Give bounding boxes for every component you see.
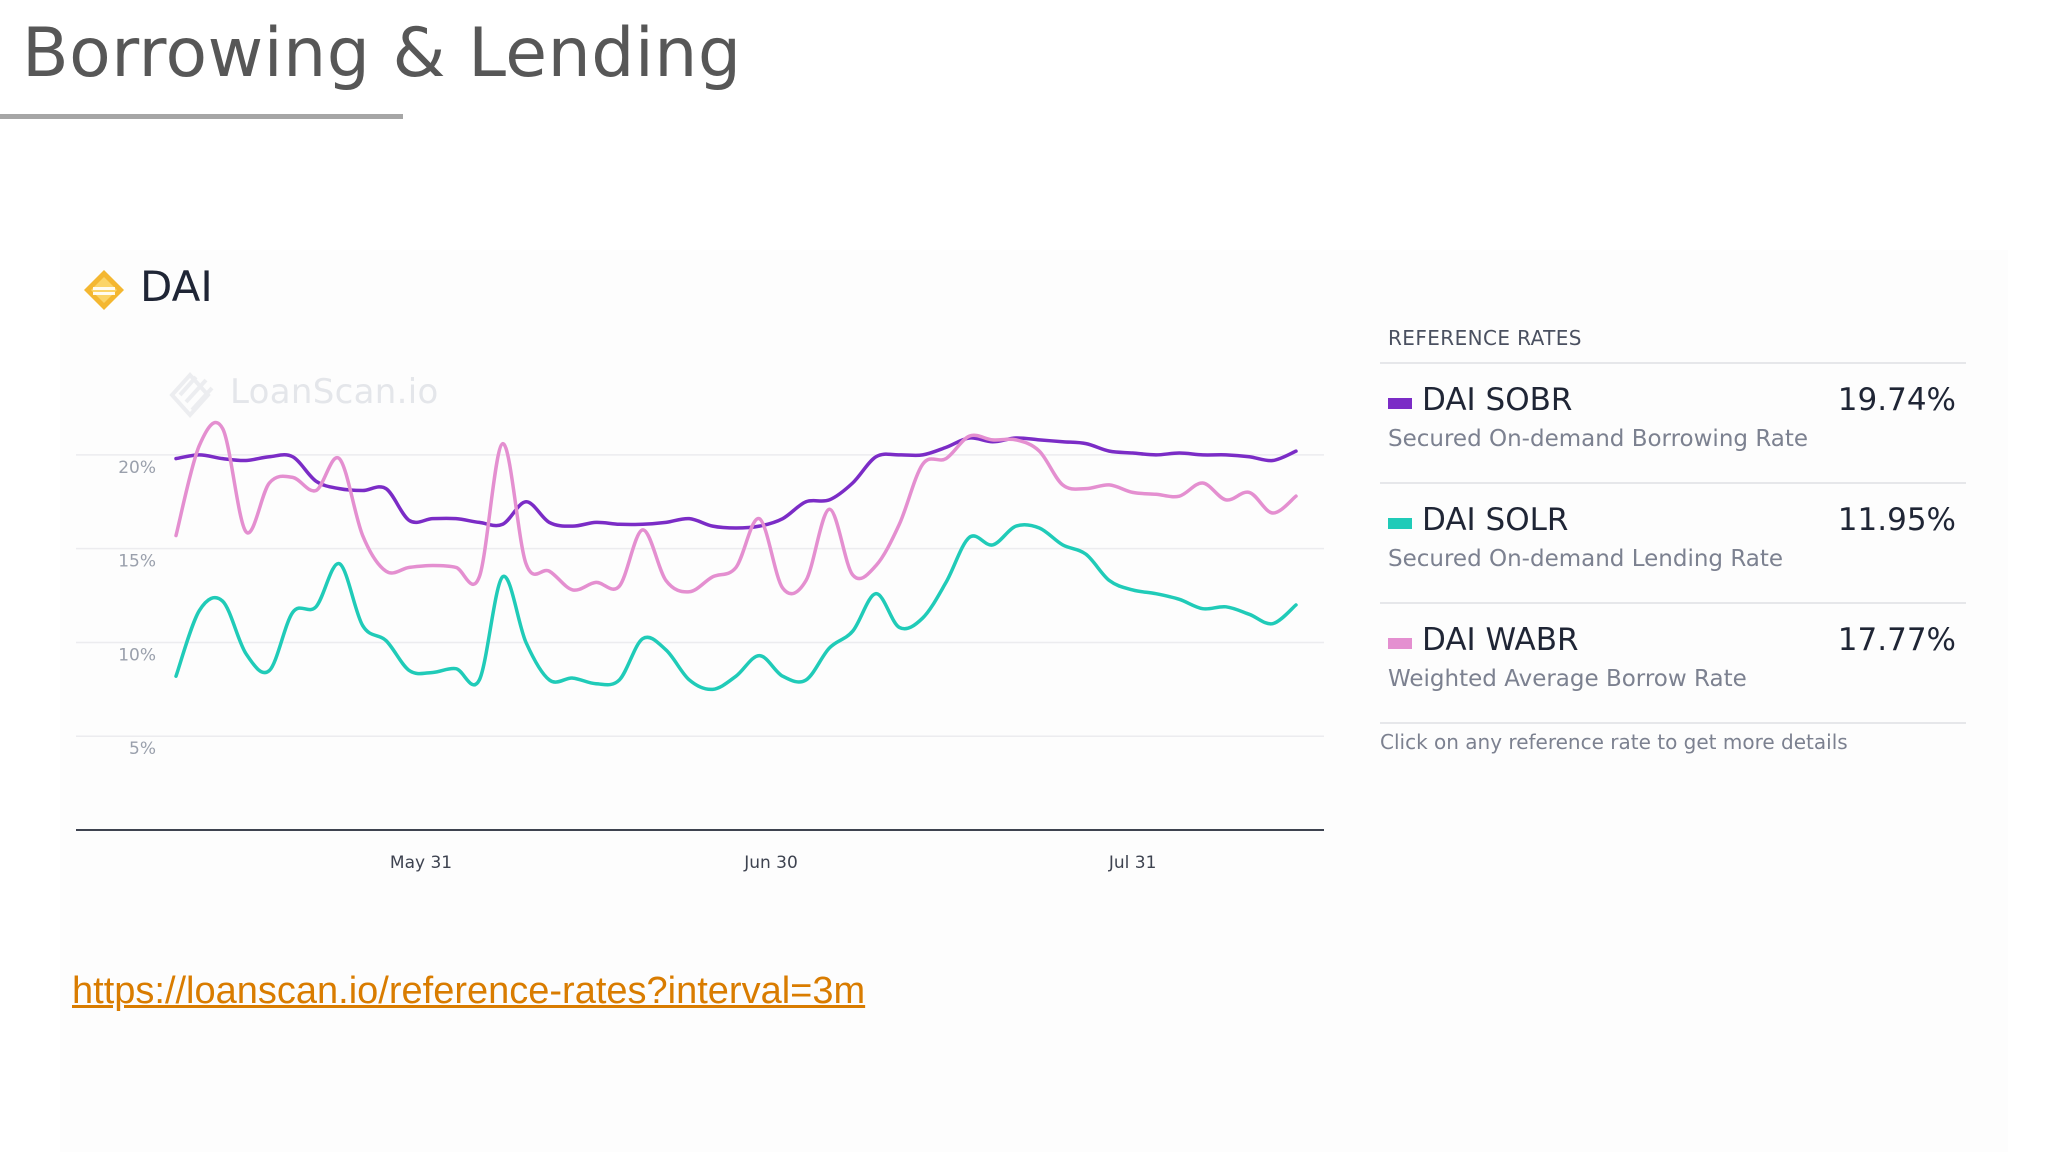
- reference-rate-description: Secured On-demand Borrowing Rate: [1388, 426, 1809, 452]
- y-tick-label: 15%: [118, 552, 156, 572]
- rates-panel: [60, 250, 2008, 1152]
- series-line-dai-solr: [174, 522, 1298, 692]
- reference-rate-sobr[interactable]: DAI SOBR 19.74% Secured On-demand Borrow…: [1380, 364, 1966, 482]
- reference-rate-description: Weighted Average Borrow Rate: [1388, 666, 1747, 692]
- title-underline: [0, 114, 403, 119]
- x-tick-label: Jul 31: [1108, 853, 1157, 873]
- y-tick-label: 5%: [129, 739, 156, 759]
- reference-rate-wabr[interactable]: DAI WABR 17.77% Weighted Average Borrow …: [1380, 604, 1966, 722]
- series-line-dai-sobr: [174, 436, 1298, 530]
- divider: [1380, 482, 1966, 484]
- reference-rate-value: 11.95%: [1837, 502, 1956, 538]
- reference-rate-value: 19.74%: [1837, 382, 1956, 418]
- asset-name: DAI: [140, 262, 213, 311]
- divider: [1380, 722, 1966, 724]
- x-tick-label: May 31: [390, 853, 452, 873]
- y-tick-label: 10%: [118, 645, 156, 665]
- reference-rate-value: 17.77%: [1837, 622, 1956, 658]
- reference-rate-name: DAI SOLR: [1422, 502, 1569, 538]
- series-line-dai-wabr: [174, 420, 1298, 596]
- dai-diamond-icon: [84, 270, 124, 310]
- wabr-legend-swatch: [1388, 638, 1412, 649]
- loanscan-logo-icon: [169, 372, 214, 418]
- reference-rate-name: DAI SOBR: [1422, 382, 1573, 418]
- source-link[interactable]: https://loanscan.io/reference-rates?inte…: [72, 970, 866, 1012]
- reference-rates-hint: Click on any reference rate to get more …: [1380, 730, 1848, 754]
- solr-legend-swatch: [1388, 518, 1412, 529]
- divider: [1380, 602, 1966, 604]
- y-tick-label: 20%: [118, 458, 156, 478]
- watermark-text: LoanScan.io: [230, 372, 439, 412]
- reference-rate-description: Secured On-demand Lending Rate: [1388, 546, 1784, 572]
- divider: [1380, 362, 1966, 364]
- sobr-legend-swatch: [1388, 398, 1412, 409]
- rates-line-chart: 5% 10% 15% 20% May 31 Jun 30 Jul 31: [76, 420, 1324, 873]
- reference-rates-header: REFERENCE RATES: [1388, 326, 1582, 350]
- slide-title: Borrowing & Lending: [22, 14, 742, 93]
- x-tick-label: Jun 30: [743, 853, 798, 873]
- reference-rate-solr[interactable]: DAI SOLR 11.95% Secured On-demand Lendin…: [1380, 484, 1966, 602]
- reference-rate-name: DAI WABR: [1422, 622, 1579, 658]
